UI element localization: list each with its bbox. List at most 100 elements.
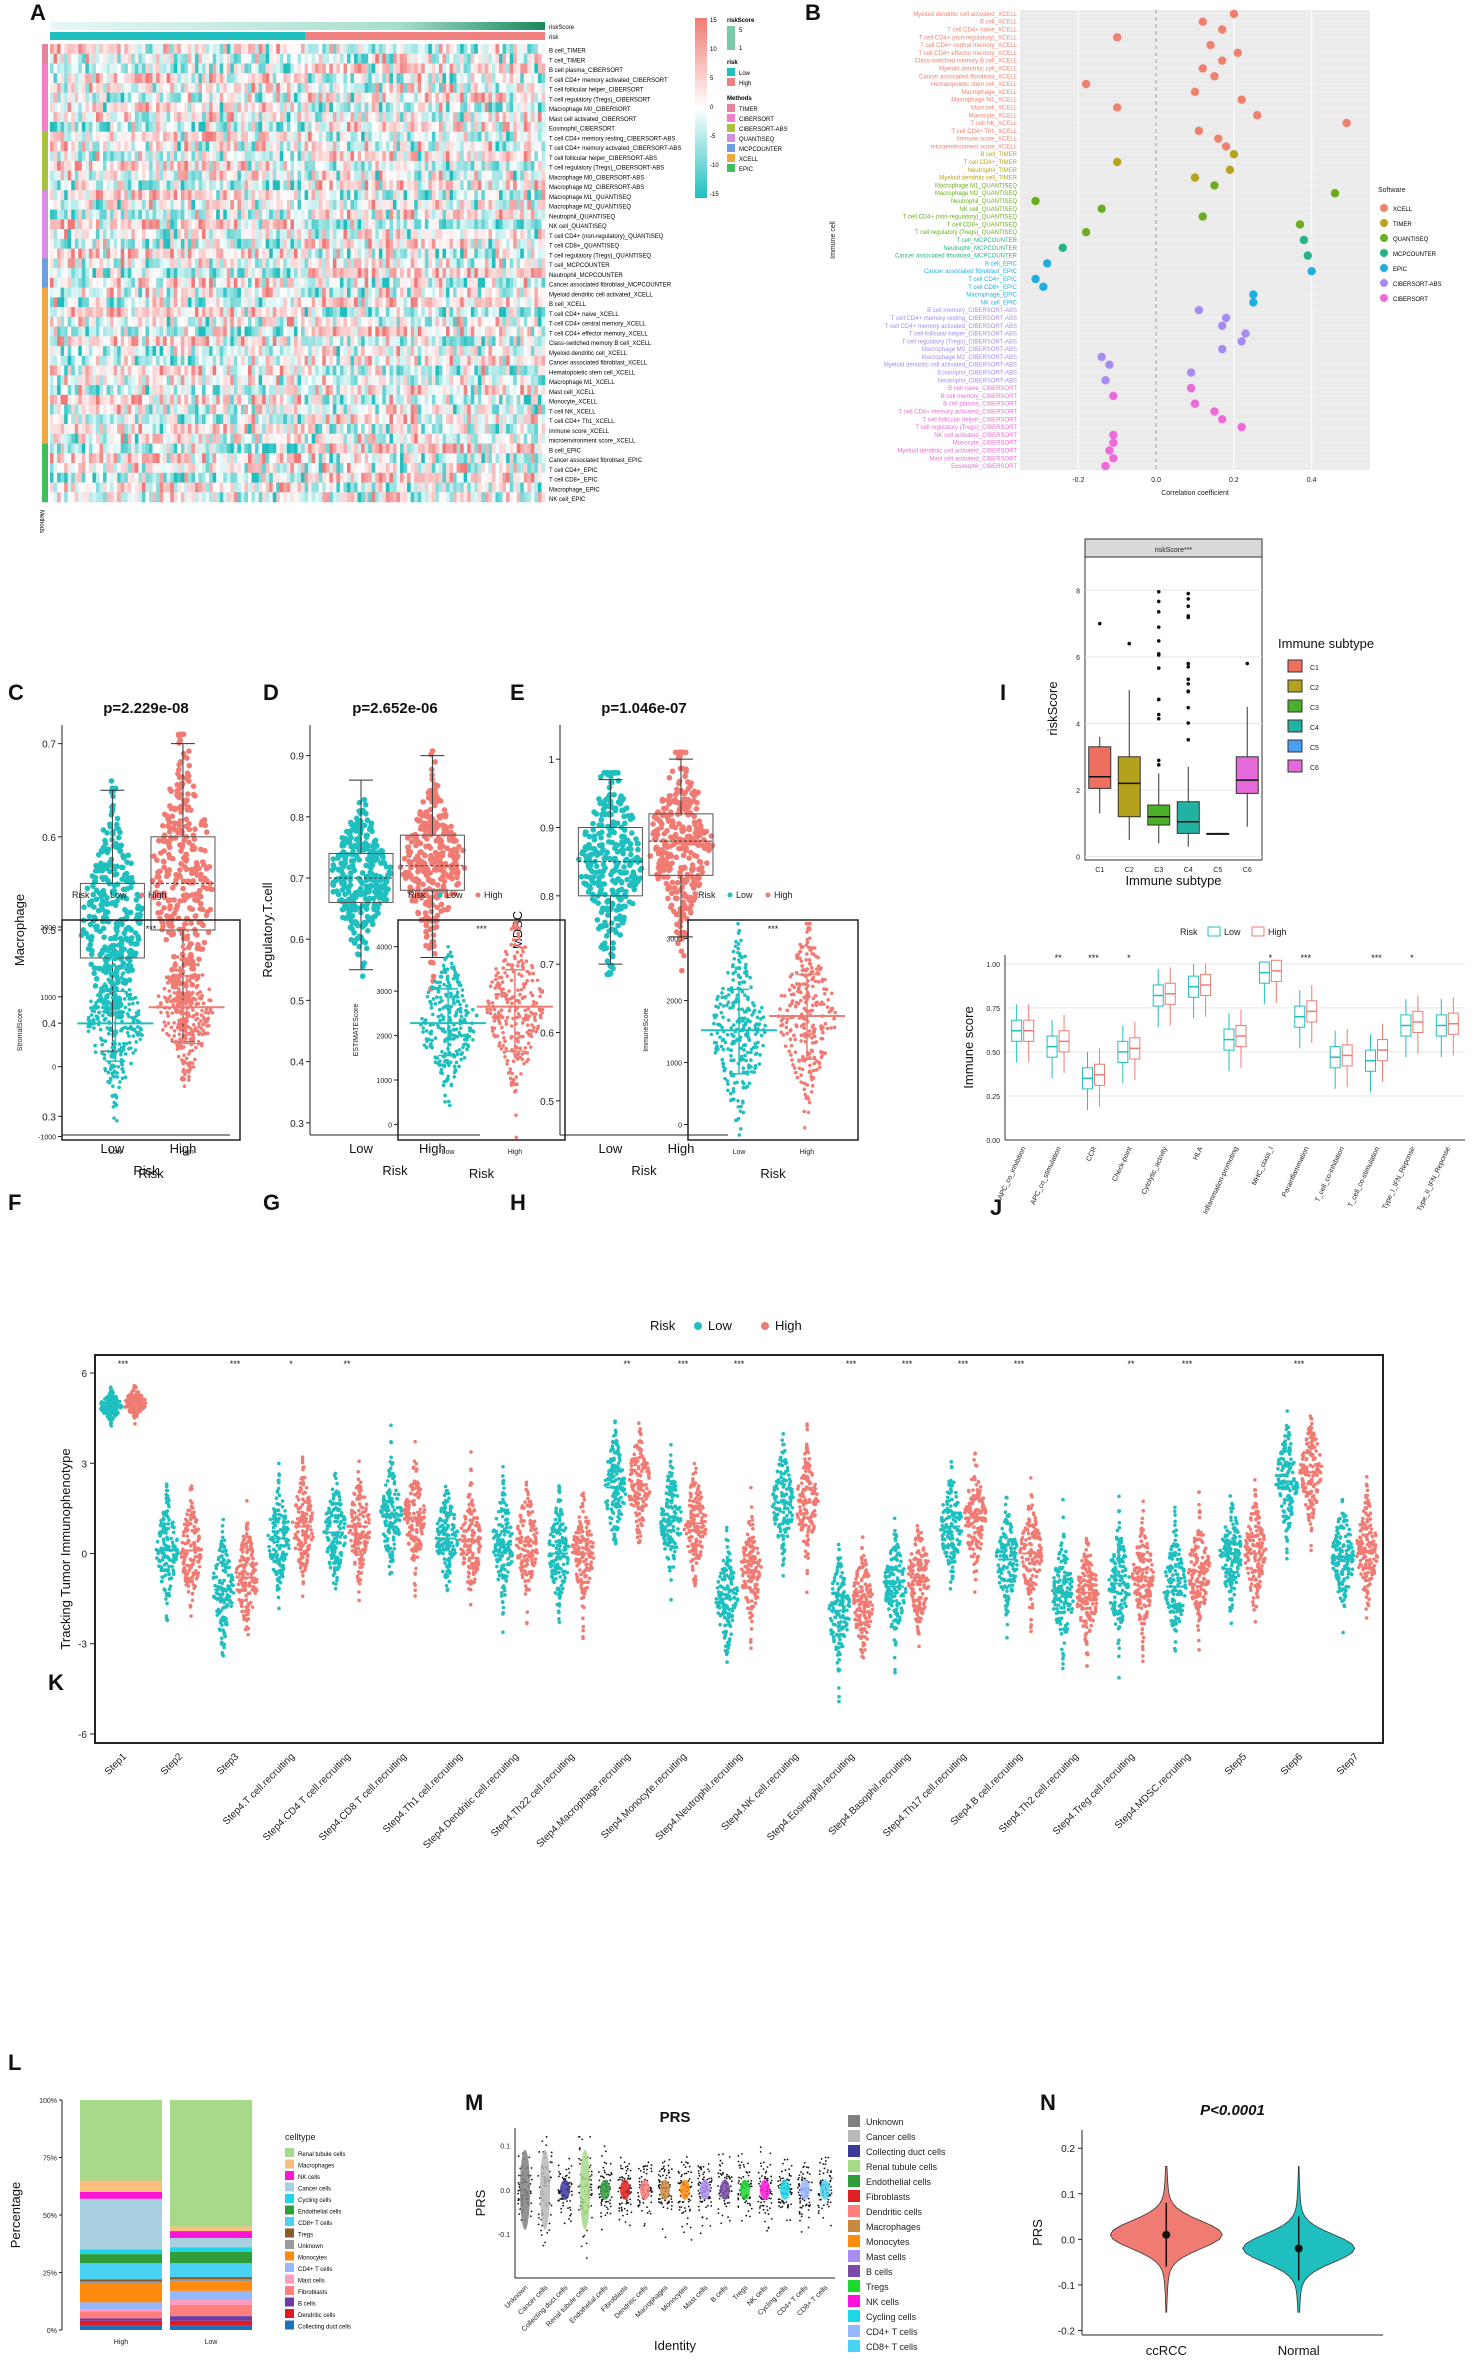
heatmap-cell	[156, 326, 160, 337]
heatmap-cell	[523, 316, 528, 327]
heatmap-cell	[191, 151, 196, 162]
heatmap-cell	[50, 268, 54, 279]
heatmap-cell	[106, 141, 111, 152]
heatmap-cell	[304, 121, 309, 133]
heatmap-cell	[407, 346, 411, 357]
heatmap-cell	[180, 102, 185, 113]
heatmap-cell	[431, 73, 436, 84]
heatmap-cell	[95, 199, 100, 210]
heatmap-cell	[499, 229, 503, 240]
heatmap-cell	[134, 82, 139, 94]
heatmap-cell	[286, 73, 291, 84]
heatmap-cell	[74, 277, 79, 288]
heatmap-cell	[74, 53, 79, 64]
heatmap-cell	[318, 336, 323, 347]
heatmap-cell	[414, 180, 419, 191]
heatmap-cell	[99, 170, 104, 181]
heatmap-cell	[99, 277, 104, 288]
heatmap-cell	[240, 258, 245, 269]
heatmap-cell	[198, 316, 203, 327]
heatmap-cell	[237, 365, 242, 376]
heatmap-cell	[396, 268, 401, 279]
heatmap-cell	[325, 82, 330, 94]
heatmap-row	[50, 82, 546, 94]
heatmap-cell	[216, 63, 221, 74]
heatmap-cell	[499, 346, 503, 357]
heatmap-cell	[453, 316, 457, 327]
heatmap-cell	[329, 346, 334, 357]
heatmap-cell	[57, 375, 61, 386]
heatmap-cell	[191, 365, 196, 376]
heatmap-cell	[276, 160, 281, 171]
heatmap-cell	[279, 170, 284, 181]
heatmap-cell	[453, 190, 457, 201]
heatmap-cell	[283, 229, 288, 240]
heatmap-cell	[491, 355, 496, 366]
heatmap-cell	[530, 102, 535, 113]
heatmap-cell	[269, 287, 274, 298]
heatmap-cell	[60, 277, 65, 288]
heatmap-cell	[336, 277, 341, 288]
heatmap-cell	[403, 238, 408, 249]
heatmap-row-label: T cell CD4+ memory activated_CIBERSORT-A…	[549, 146, 681, 152]
heatmap-cell	[276, 170, 281, 181]
heatmap-cell	[453, 346, 457, 357]
heatmap-cell	[470, 53, 475, 64]
heatmap-cell	[304, 307, 309, 318]
heatmap-cell	[255, 365, 259, 376]
heatmap-cell	[520, 190, 525, 201]
heatmap-cell	[106, 92, 111, 103]
heatmap-row-label: Neutrophil_MCPCOUNTER	[549, 273, 623, 279]
heatmap-cell	[53, 141, 58, 152]
heatmap-cell	[272, 160, 277, 171]
heatmap-cell	[339, 229, 344, 240]
heatmap-cell	[343, 209, 348, 220]
heatmap-cell	[477, 53, 482, 64]
heatmap-cell	[127, 92, 132, 103]
heatmap-cell	[322, 355, 327, 366]
heatmap-row	[50, 112, 546, 123]
heatmap-cell	[375, 277, 380, 288]
heatmap-cell	[202, 121, 206, 133]
heatmap-cell	[403, 44, 408, 55]
heatmap-cell	[453, 268, 457, 279]
heatmap-cell	[60, 209, 65, 220]
heatmap-cell	[523, 44, 528, 55]
heatmap-cell	[389, 63, 394, 74]
heatmap-cell	[145, 63, 150, 74]
heatmap-cell	[152, 180, 157, 191]
heatmap-cell	[120, 199, 125, 210]
heatmap-cell	[470, 336, 475, 347]
heatmap-cell	[428, 190, 433, 201]
heatmap-cell	[506, 316, 510, 327]
heatmap-cell	[286, 63, 291, 74]
heatmap-cell	[435, 238, 440, 249]
heatmap-cell	[106, 248, 111, 259]
heatmap-cell	[523, 336, 528, 347]
heatmap-cell	[336, 180, 341, 191]
heatmap-cell	[163, 82, 167, 94]
heatmap-cell	[131, 277, 136, 288]
heatmap-cell	[117, 316, 122, 327]
heatmap-cell	[293, 151, 298, 162]
heatmap-cell	[392, 112, 397, 123]
heatmap-cell	[371, 316, 376, 327]
heatmap-cell	[177, 238, 182, 249]
heatmap-cell	[279, 190, 284, 201]
heatmap-cell	[163, 63, 167, 74]
heatmap-cell	[173, 326, 178, 337]
heatmap-cell	[95, 82, 100, 94]
heatmap-cell	[530, 63, 535, 74]
heatmap-cell	[453, 326, 457, 337]
heatmap-cell	[113, 112, 118, 123]
heatmap-cell	[375, 238, 380, 249]
heatmap-cell	[159, 277, 164, 288]
heatmap-cell	[389, 355, 394, 366]
heatmap-cell	[336, 82, 341, 94]
heatmap-cell	[421, 73, 426, 84]
heatmap-cell	[134, 44, 139, 55]
heatmap-cell	[417, 190, 422, 201]
heatmap-cell	[124, 170, 129, 181]
heatmap-cell	[226, 258, 231, 269]
heatmap-cell	[460, 365, 464, 376]
